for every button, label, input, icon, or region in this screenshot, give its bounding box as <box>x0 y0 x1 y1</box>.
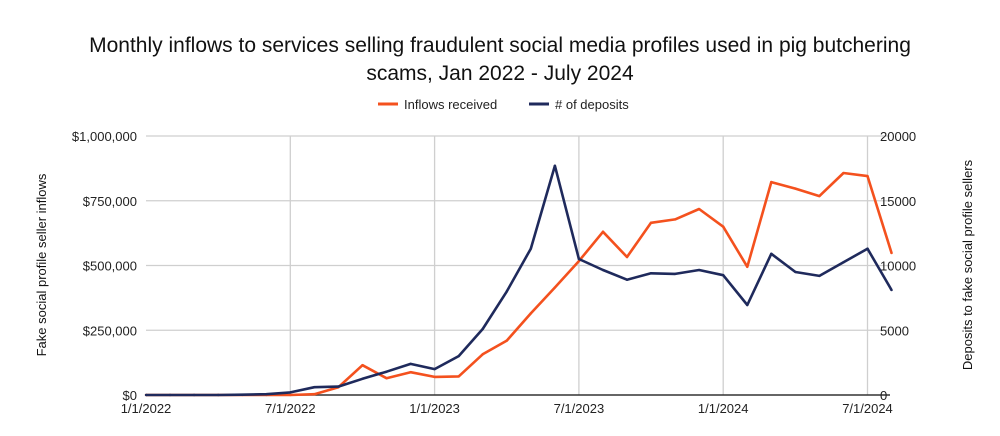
left-y-tick-label: $250,000 <box>83 323 137 338</box>
series-line-inflows <box>146 171 893 397</box>
data-point-inflows <box>842 171 845 175</box>
data-point-inflows <box>818 194 821 198</box>
x-tick-label: 7/1/2023 <box>554 401 605 416</box>
data-point-inflows <box>697 207 701 211</box>
data-point-deposits <box>144 393 148 397</box>
data-point-deposits <box>216 393 220 397</box>
data-point-inflows <box>625 255 629 259</box>
data-point-inflows <box>289 393 292 397</box>
data-point-deposits <box>433 367 436 371</box>
data-point-deposits <box>673 272 677 276</box>
data-point-deposits <box>265 393 268 396</box>
data-point-deposits <box>794 270 797 274</box>
data-point-inflows <box>433 375 436 379</box>
x-tick-label: 1/1/2024 <box>698 401 749 416</box>
data-point-deposits <box>818 274 821 278</box>
right-y-tick-label: 10000 <box>880 259 916 274</box>
data-point-deposits <box>770 252 773 256</box>
data-point-inflows <box>553 286 557 289</box>
data-point-inflows <box>361 364 364 367</box>
data-point-inflows <box>529 312 532 315</box>
data-point-inflows <box>649 221 653 224</box>
data-point-inflows <box>457 375 460 378</box>
data-point-inflows <box>601 230 605 234</box>
grid <box>146 135 890 396</box>
data-point-deposits <box>529 247 532 250</box>
tick-labels: $0 0 $250,000 5000 $500,000 10000 $750,000 1500… <box>72 129 916 416</box>
chart-title-line-2: scams, Jan 2022 - July 2024 <box>366 62 634 85</box>
left-y-tick-label: $500,000 <box>83 259 137 274</box>
data-point-deposits <box>866 247 869 250</box>
data-point-deposits <box>842 261 845 264</box>
data-point-inflows <box>890 251 893 255</box>
data-point-inflows <box>722 225 725 228</box>
data-point-inflows <box>794 187 797 190</box>
data-point-deposits <box>313 386 316 389</box>
data-point-deposits <box>505 290 508 293</box>
data-point-deposits <box>601 268 605 272</box>
data-point-deposits <box>337 385 340 388</box>
data-point-deposits <box>481 327 484 331</box>
x-tick-label: 7/1/2024 <box>842 401 893 416</box>
right-axis-label: Deposits to fake social profile sellers <box>960 159 975 370</box>
data-point-deposits <box>625 278 629 281</box>
right-y-tick-label: 0 <box>880 388 887 403</box>
left-y-tick-label: $750,000 <box>83 194 137 209</box>
data-point-deposits <box>168 393 172 397</box>
right-y-tick-label: 15000 <box>880 194 916 209</box>
legend-label-inflows: Inflows received <box>404 97 497 112</box>
data-point-deposits <box>241 393 244 396</box>
right-y-tick-label: 20000 <box>880 129 916 144</box>
data-point-deposits <box>577 257 581 261</box>
data-point-deposits <box>361 377 364 381</box>
data-point-deposits <box>409 362 412 366</box>
data-point-deposits <box>553 164 557 167</box>
data-point-inflows <box>409 371 412 374</box>
x-tick-label: 7/1/2022 <box>265 401 316 416</box>
legend: Inflows received # of deposits <box>378 97 629 112</box>
data-point-inflows <box>385 376 388 380</box>
left-y-tick-label: $0 <box>123 388 137 403</box>
data-point-deposits <box>385 370 388 373</box>
left-axis-label: Fake social profile seller inflows <box>34 173 49 356</box>
left-y-tick-label: $1,000,000 <box>72 129 137 144</box>
data-point-deposits <box>722 274 725 277</box>
data-point-inflows <box>505 339 508 342</box>
data-point-inflows <box>770 180 773 184</box>
x-tick-label: 1/1/2023 <box>409 401 460 416</box>
data-point-inflows <box>673 218 677 221</box>
data-point-deposits <box>192 393 196 397</box>
data-point-deposits <box>697 268 701 272</box>
series-lines <box>144 164 893 397</box>
data-point-deposits <box>649 272 653 275</box>
legend-label-deposits: # of deposits <box>555 97 629 112</box>
series-line-deposits <box>146 164 893 397</box>
right-y-tick-label: 5000 <box>880 323 909 338</box>
data-point-inflows <box>481 353 484 356</box>
data-point-deposits <box>289 391 292 394</box>
data-point-inflows <box>313 393 316 396</box>
data-point-deposits <box>746 303 749 307</box>
data-point-deposits <box>890 288 893 292</box>
x-tick-label: 1/1/2022 <box>121 401 172 416</box>
data-point-deposits <box>457 354 460 358</box>
data-point-inflows <box>746 265 749 268</box>
data-point-inflows <box>866 174 869 178</box>
chart-title-line-1: Monthly inflows to services selling frau… <box>89 34 911 57</box>
